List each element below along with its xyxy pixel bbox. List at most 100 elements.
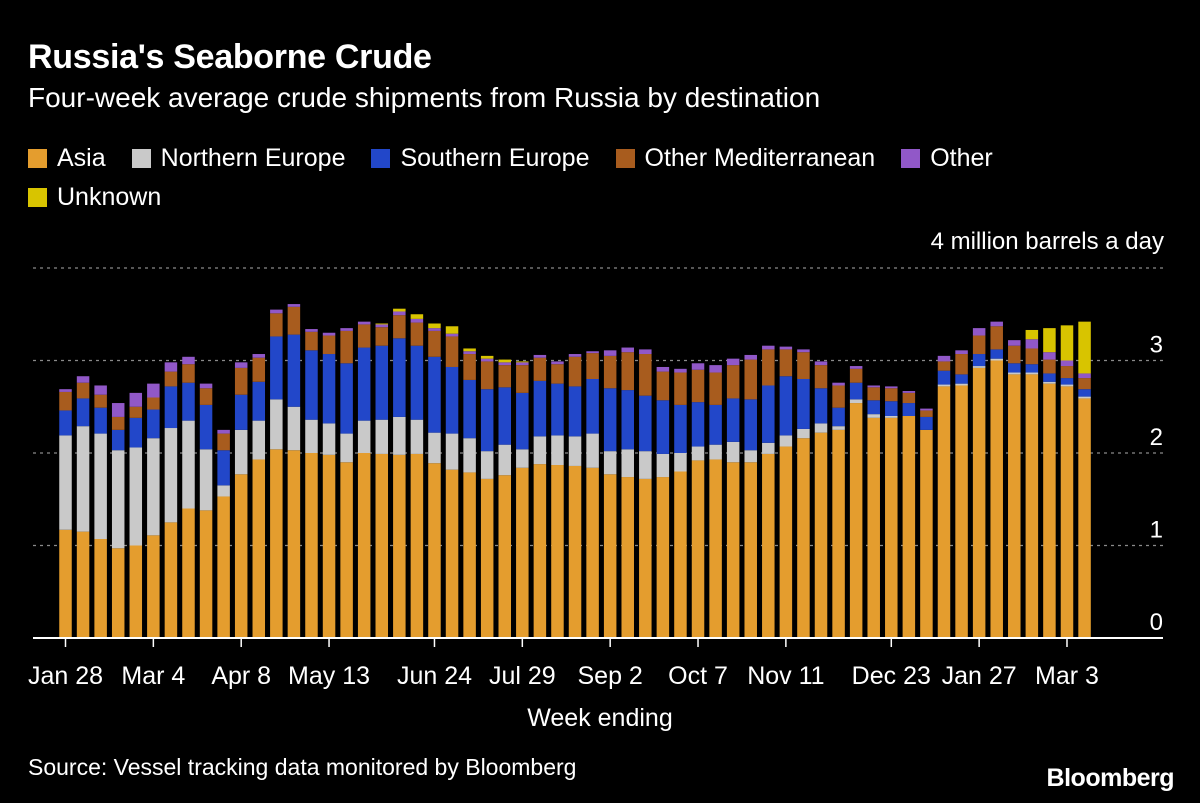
bar-segment-43-4	[814, 361, 828, 366]
bar-segment-38-2	[726, 398, 740, 442]
bar-segment-37-3	[709, 372, 722, 405]
bar-segment-16-0	[340, 462, 353, 638]
bar-segment-40-2	[762, 385, 775, 443]
bar-segment-56-3	[1043, 359, 1056, 374]
bar-segment-50-2	[937, 370, 951, 385]
bar-segment-35-4	[674, 368, 687, 373]
bar-segment-17-0	[357, 453, 371, 638]
legend-item-asia: Asia	[28, 144, 106, 173]
bar-segment-22-0	[445, 469, 459, 638]
legend-item-unknown: Unknown	[28, 183, 161, 212]
x-axis-label: Week ending	[527, 704, 673, 732]
bar-segment-12-0	[270, 449, 283, 638]
x-tick-label-47: Dec 23	[852, 662, 931, 690]
bar-segment-9-2	[217, 450, 230, 486]
bar-segment-54-1	[1008, 372, 1021, 375]
bar-segment-45-3	[849, 368, 863, 383]
bar-segment-24-3	[480, 361, 494, 390]
bar-segment-22-1	[445, 433, 459, 470]
bar-segment-7-1	[182, 420, 195, 509]
bar-segment-18-0	[375, 453, 389, 638]
bar-segment-22-3	[445, 336, 459, 367]
bar-segment-2-0	[94, 539, 107, 638]
bar-segment-54-0	[1008, 374, 1021, 639]
bar-segment-43-1	[814, 423, 828, 433]
bar-segment-25-5	[498, 359, 511, 363]
bar-segment-14-4	[305, 329, 318, 332]
bar-segment-3-1	[111, 450, 125, 549]
bar-segment-2-2	[94, 407, 107, 434]
bar-segment-0-1	[59, 435, 72, 530]
bar-segment-47-4	[885, 386, 898, 389]
bar-segment-38-0	[726, 462, 740, 638]
stacked-bar-chart: 0 1 2 3 Jan 28 Mar 4 Apr 8 May 13 Jun 24 Jul 29 Se…	[28, 267, 1163, 690]
bar-segment-52-2	[972, 354, 986, 367]
bar-segment-12-3	[270, 313, 283, 337]
bar-segment-30-4	[586, 351, 599, 354]
bar-segment-1-1	[76, 426, 90, 532]
bar-segment-29-1	[568, 436, 582, 466]
bar-segment-20-2	[410, 345, 424, 420]
bar-segment-8-3	[199, 388, 213, 405]
y-tick-label-0: 0	[1150, 609, 1163, 636]
bar-segment-51-1	[955, 383, 968, 386]
bar-segment-14-2	[305, 350, 318, 420]
bar-segment-11-1	[252, 420, 266, 460]
legend-label-southern-europe: Southern Europe	[400, 144, 590, 172]
bar-segment-58-5	[1078, 321, 1091, 374]
bar-segment-36-1	[691, 446, 705, 461]
bar-segment-9-0	[217, 496, 230, 638]
x-tick-label-36: Oct 7	[668, 662, 728, 690]
bar-segment-29-4	[568, 354, 582, 357]
bar-segment-6-2	[164, 386, 178, 429]
bar-segment-46-4	[867, 385, 880, 388]
bar-segment-4-2	[129, 417, 143, 448]
bar-segment-39-1	[744, 450, 757, 463]
bar-segment-26-0	[516, 467, 529, 638]
bar-segment-14-1	[305, 419, 318, 453]
bar-segment-11-4	[252, 354, 266, 358]
bar-segment-27-0	[533, 464, 547, 638]
legend-swatch-southern-europe	[371, 149, 391, 168]
legend-item-northern-europe: Northern Europe	[131, 144, 345, 173]
bar-segment-0-0	[59, 529, 72, 638]
bar-segment-24-2	[480, 389, 494, 452]
bar-segment-29-0	[568, 465, 582, 638]
bar-segment-46-2	[867, 400, 880, 415]
bar-segment-23-1	[463, 438, 476, 473]
bar-segment-55-4	[1025, 339, 1039, 349]
bar-segment-39-4	[744, 354, 757, 360]
bar-segment-30-3	[586, 353, 599, 379]
legend-item-other: Other	[901, 144, 993, 173]
bar-segment-58-1	[1078, 396, 1091, 399]
bar-segment-4-4	[129, 392, 143, 407]
bar-segment-29-2	[568, 386, 582, 437]
bar-segment-39-3	[744, 359, 757, 400]
bar-segment-15-4	[322, 332, 336, 336]
bar-segment-33-2	[639, 395, 652, 452]
bar-segment-32-4	[621, 347, 634, 353]
bar-segment-31-2	[603, 388, 617, 452]
bar-segment-41-3	[779, 349, 793, 377]
bar-segment-55-0	[1025, 374, 1039, 639]
bar-segment-51-0	[955, 385, 968, 638]
legend-label-other-mediterranean: Other Mediterranean	[644, 144, 876, 172]
bar-segment-54-4	[1008, 340, 1021, 346]
bar-segment-32-2	[621, 390, 634, 450]
bar-segment-56-4	[1043, 352, 1056, 360]
legend-swatch-asia	[28, 149, 47, 168]
bar-segment-24-0	[480, 478, 494, 638]
x-tick-label-15: May 13	[288, 662, 370, 690]
bar-segment-40-3	[762, 349, 775, 386]
bar-segment-52-3	[972, 335, 986, 355]
bar-segment-14-3	[305, 331, 318, 351]
bar-segment-49-2	[920, 416, 933, 430]
bar-segment-11-0	[252, 459, 266, 638]
bar-segment-40-0	[762, 453, 775, 638]
bar-segment-51-3	[955, 354, 968, 375]
legend-swatch-unknown	[28, 188, 47, 207]
bar-segment-22-5	[445, 326, 459, 334]
bar-segment-20-0	[410, 453, 424, 638]
bar-segment-44-0	[832, 429, 845, 639]
bar-segment-55-3	[1025, 348, 1039, 365]
